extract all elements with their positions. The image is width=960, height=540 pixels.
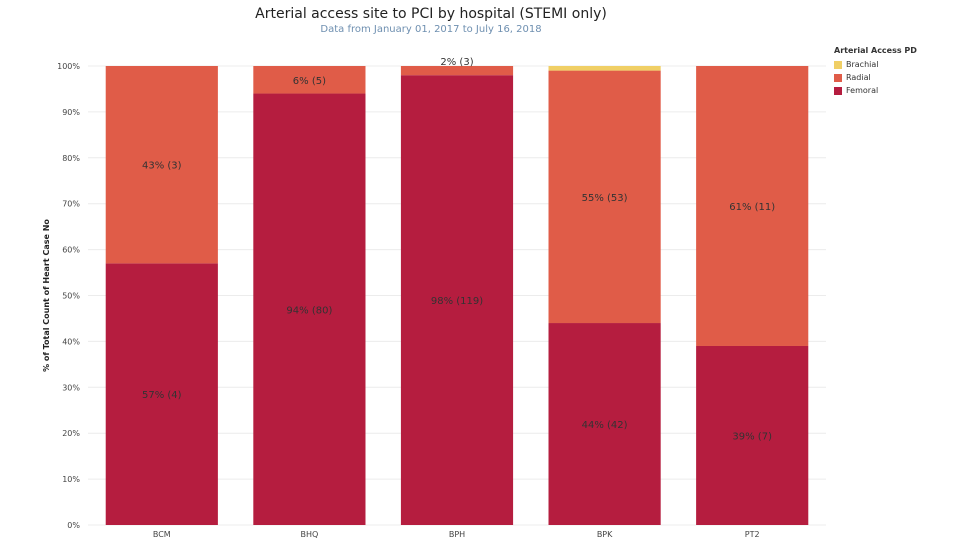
y-tick-label: 60% bbox=[62, 246, 80, 255]
y-tick-label: 0% bbox=[67, 521, 80, 530]
y-tick-label: 100% bbox=[57, 62, 80, 71]
data-label: 94% (80) bbox=[286, 305, 332, 316]
bar-radial-pt2 bbox=[696, 66, 809, 346]
bar-femoral-bph bbox=[400, 75, 514, 526]
bar-radial-bpk bbox=[548, 70, 661, 324]
bar-femoral-bcm bbox=[105, 263, 218, 525]
legend-title: Arterial Access PD bbox=[834, 46, 917, 55]
bar-femoral-bpk bbox=[548, 323, 661, 525]
bar-radial-bcm bbox=[105, 66, 218, 264]
y-tick-label: 70% bbox=[62, 200, 80, 209]
legend-swatch bbox=[834, 60, 842, 69]
y-tick-label: 90% bbox=[62, 108, 80, 117]
x-tick-label: BPK bbox=[597, 530, 613, 539]
chart-subtitle: Data from January 01, 2017 to July 16, 2… bbox=[320, 24, 542, 35]
legend-item-brachial: Brachial bbox=[834, 58, 917, 71]
data-label: 57% (4) bbox=[142, 390, 182, 401]
x-tick-label: BPH bbox=[449, 530, 465, 539]
legend-swatch bbox=[834, 86, 842, 95]
legend-item-radial: Radial bbox=[834, 71, 917, 84]
data-label: 98% (119) bbox=[431, 296, 483, 307]
data-label: 61% (11) bbox=[729, 202, 775, 213]
data-label: 2% (3) bbox=[440, 57, 473, 68]
bar-femoral-bhq bbox=[253, 93, 366, 525]
y-tick-label: 40% bbox=[62, 337, 80, 346]
y-tick-label: 20% bbox=[62, 429, 80, 438]
data-label: 44% (42) bbox=[582, 420, 628, 431]
x-tick-label: BCM bbox=[153, 530, 171, 539]
data-label: 6% (5) bbox=[293, 76, 326, 87]
legend: Arterial Access PD Brachial Radial Femoral bbox=[834, 46, 917, 97]
data-label: 43% (3) bbox=[142, 161, 182, 172]
legend-label: Brachial bbox=[846, 60, 879, 69]
legend-label: Radial bbox=[846, 73, 871, 82]
x-tick-label: PT2 bbox=[745, 530, 760, 539]
y-axis-label: % of Total Count of Heart Case No bbox=[42, 219, 51, 372]
legend-label: Femoral bbox=[846, 86, 879, 95]
data-label: 39% (7) bbox=[732, 431, 772, 442]
legend-swatch bbox=[834, 73, 842, 82]
y-tick-label: 50% bbox=[62, 292, 80, 301]
bar-femoral-pt2 bbox=[696, 345, 809, 525]
y-tick-label: 80% bbox=[62, 154, 80, 163]
bar-radial-bhq bbox=[253, 66, 366, 94]
legend-item-femoral: Femoral bbox=[834, 84, 917, 97]
x-tick-label: BHQ bbox=[300, 530, 318, 539]
y-tick-label: 10% bbox=[62, 475, 80, 484]
chart-title: Arterial access site to PCI by hospital … bbox=[255, 6, 607, 22]
data-label: 55% (53) bbox=[582, 193, 628, 204]
bar-radial-bph bbox=[400, 66, 514, 76]
y-tick-label: 30% bbox=[62, 383, 80, 392]
bar-brachial-bpk bbox=[548, 66, 661, 71]
